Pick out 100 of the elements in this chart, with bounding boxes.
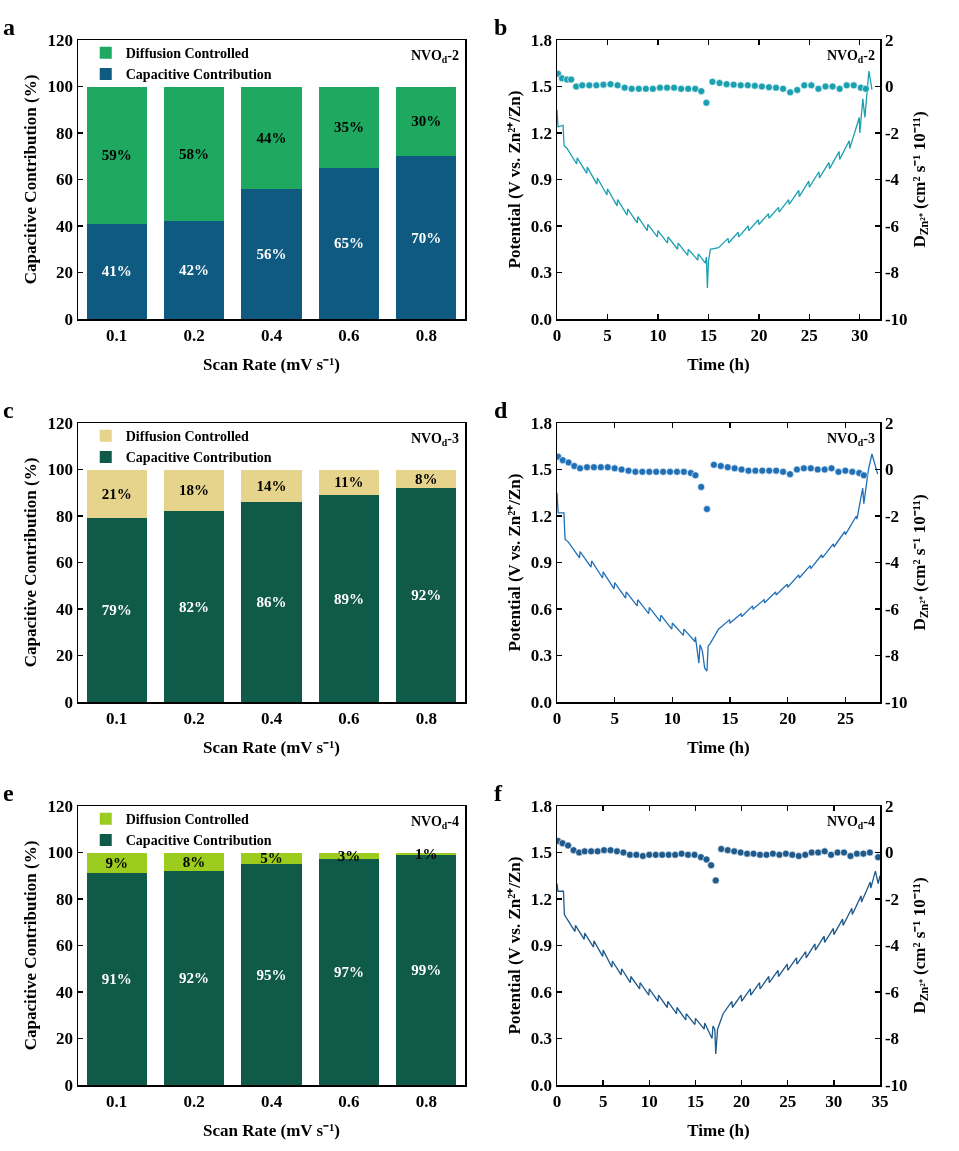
point [697,87,706,95]
point [743,81,752,90]
point [786,88,794,97]
bar [86,873,147,1085]
point [756,851,764,859]
point [751,82,759,90]
text: d [494,397,508,423]
point [691,85,700,93]
y-axis-title: Potential (V vs. Zn²⁺/Zn) [504,90,524,269]
point [807,81,816,90]
y-tick-label: 40 [56,982,74,1002]
x-tick-label: 20 [733,1091,751,1111]
x-tick-label: 5 [610,708,619,728]
legend-label: Capacitive Contribution [125,450,272,466]
y2-tick-label: -4 [884,936,900,956]
point [821,82,830,91]
x-tick-label: 0.4 [260,325,283,345]
point [620,83,629,92]
point [820,465,829,474]
x-tick-label: 15 [699,325,717,345]
data-label: 14% [256,477,287,494]
point [619,848,628,857]
point [744,466,753,475]
x-axis-title: Scan Rate (mV s⁻¹) [203,355,340,375]
point [743,849,751,858]
bar [86,518,147,702]
point [772,466,780,475]
point [652,468,661,476]
point [717,845,726,853]
data-label: 44% [256,129,287,146]
y-tick-label: 0.3 [530,1029,553,1049]
y-tick-label: 80 [56,123,74,143]
y-tick-label: 120 [47,413,74,433]
point [751,466,760,475]
legend-label: Capacitive Contribution [125,833,272,849]
point [765,83,773,91]
data-label: 65% [333,235,364,252]
x-tick-label: 0.2 [183,708,205,728]
data-label: 8% [415,470,438,487]
y-tick-label: 120 [47,796,74,816]
data-label: 30% [411,113,442,130]
legend-label: Diffusion Controlled [125,46,249,62]
point [587,847,595,856]
point [664,851,673,859]
y-tick-label: 1.2 [530,506,553,526]
point [632,851,641,859]
point [710,461,718,469]
data-label: 58% [179,145,210,162]
point [828,82,837,91]
point [626,851,634,859]
y2-tick-label: 0 [884,843,894,863]
x-tick-label: 0.8 [415,325,437,345]
point [827,464,836,473]
point [613,847,621,856]
point [807,848,816,857]
point [849,81,858,90]
data-label: 97% [333,964,364,981]
point [842,81,851,90]
x-tick-label: 0.1 [106,325,128,345]
point [708,78,717,86]
x-tick-label: 30 [825,1091,843,1111]
point [583,463,591,471]
point [645,468,654,476]
y2-tick-label: -8 [884,1029,900,1049]
text: a [3,14,15,40]
data-label: 91% [101,971,132,988]
point [697,483,705,491]
point [860,471,868,480]
y-tick-label: 0.0 [530,309,553,329]
y-tick-label: 1.2 [530,889,553,909]
x-tick-label: 0.4 [260,708,283,728]
point [841,466,850,475]
y2-tick-label: -4 [884,553,900,573]
point [848,468,857,476]
point [578,81,587,90]
point [793,465,801,474]
point [590,463,598,471]
x-tick-label: 0.1 [106,1091,128,1111]
point [677,849,686,858]
point [663,83,671,92]
y-axis-title: Capacitive Contribution (%) [21,457,41,668]
data-label: 41% [101,263,132,280]
point [558,456,567,464]
point [600,846,608,854]
annotation: NVO$_{d}$-2 [411,48,459,65]
x-axis-title: Time (h) [687,738,750,758]
x-tick-label: 0.4 [260,1091,283,1111]
y-tick-label: 0 [64,692,74,712]
bar [396,86,457,157]
point [736,81,745,90]
point [835,85,844,93]
point [671,851,679,859]
x-tick-label: 0.8 [415,1091,437,1111]
x-tick-label: 5 [598,1091,608,1111]
point [749,849,758,858]
annotation: NVO$_{d}$-2 [827,48,875,65]
y-tick-label: 120 [47,30,74,50]
point [617,465,626,474]
data-label: 89% [333,590,364,607]
point [814,85,823,93]
